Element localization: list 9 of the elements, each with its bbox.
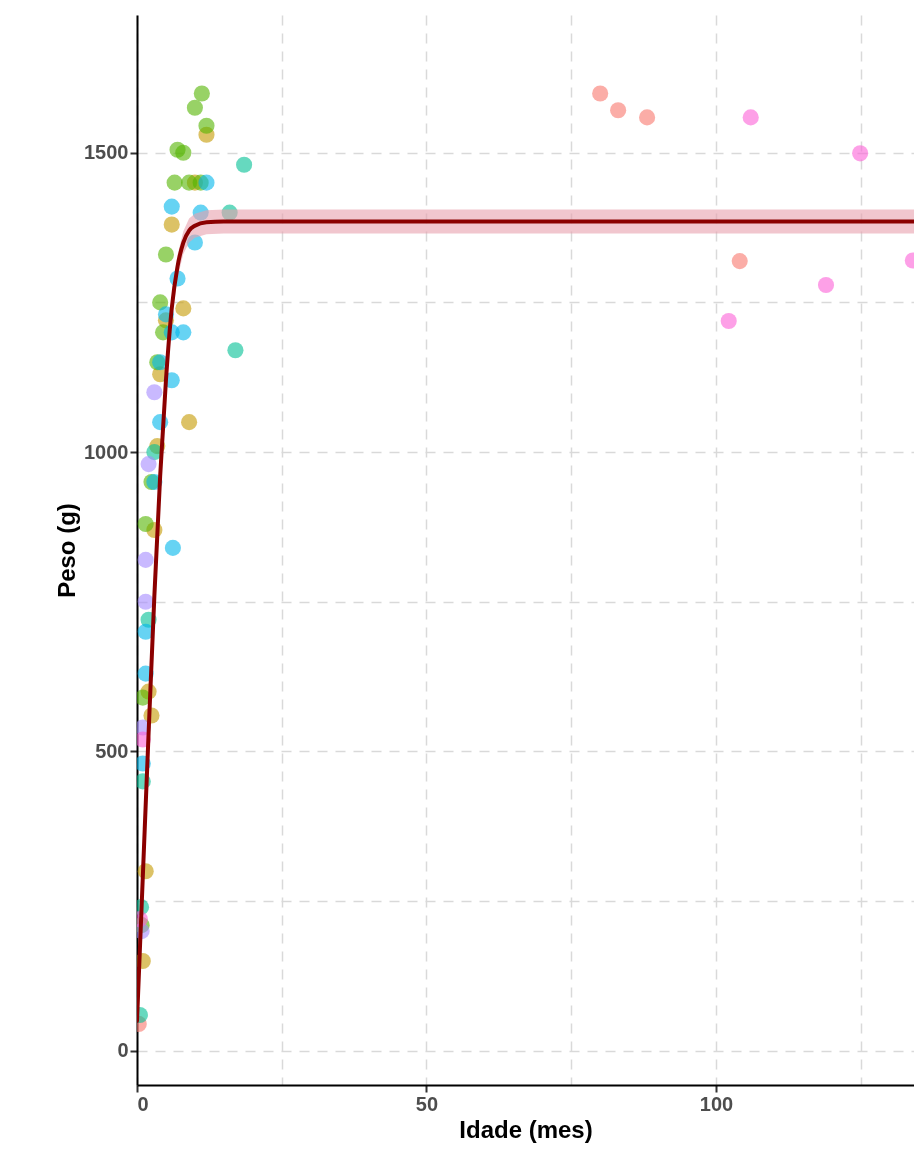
x-axis-title: Idade (mes) bbox=[459, 1115, 593, 1143]
y-tick-label: 0 bbox=[117, 1039, 129, 1062]
y-tick-label: 1000 bbox=[84, 440, 129, 463]
x-tick-label: 0 bbox=[137, 1092, 149, 1115]
y-tick-label: 500 bbox=[95, 739, 129, 762]
x-tick-label: 50 bbox=[415, 1092, 439, 1115]
x-tick-label: 100 bbox=[699, 1092, 734, 1115]
y-axis-title: Peso (g) bbox=[53, 503, 81, 598]
y-tick-label: 1500 bbox=[84, 141, 129, 164]
